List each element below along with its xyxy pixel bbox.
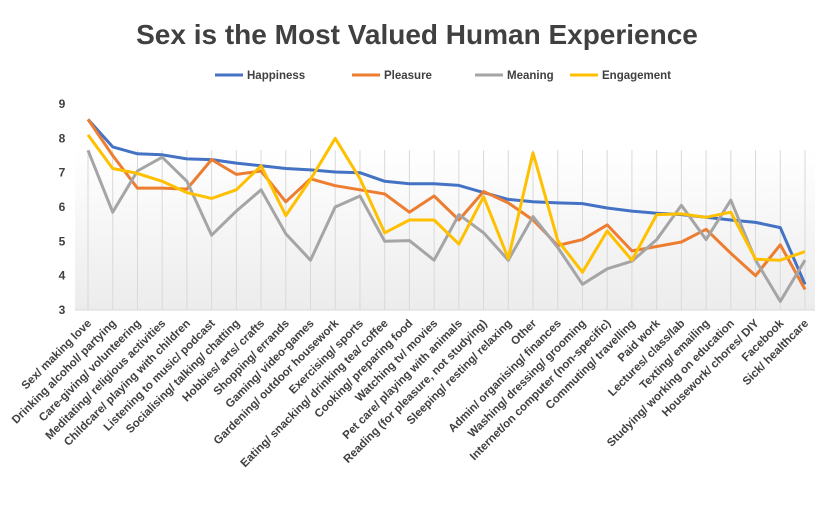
y-tick-label: 4 [59, 269, 66, 283]
y-axis: 3 4 5 6 7 8 9 [59, 97, 66, 317]
y-tick-label: 8 [59, 131, 66, 145]
y-tick-label: 6 [59, 200, 66, 214]
y-tick-label: 7 [59, 166, 66, 180]
legend-label: Engagement [602, 70, 671, 82]
y-tick-label: 3 [59, 303, 66, 317]
y-tick-label: 9 [59, 97, 66, 111]
chart-title: Sex is the Most Valued Human Experience [136, 19, 698, 50]
legend-label: Happiness [247, 70, 305, 82]
y-tick-label: 5 [59, 234, 66, 248]
legend: Happiness Pleasure Meaning Engagement [215, 70, 671, 82]
legend-label: Pleasure [384, 70, 432, 82]
legend-label: Meaning [507, 70, 554, 82]
